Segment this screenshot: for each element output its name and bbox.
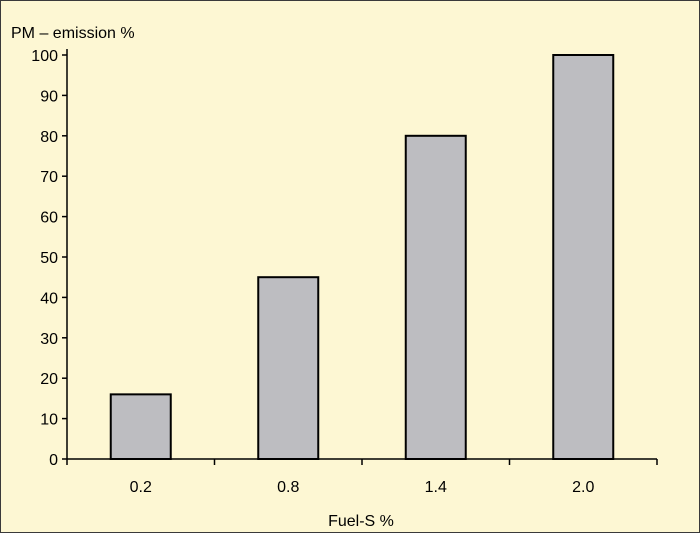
x-tick-label: 0.8 [277, 479, 299, 496]
y-tick-label: 70 [40, 169, 58, 186]
y-tick-label: 50 [40, 250, 58, 267]
y-tick-label: 80 [40, 129, 58, 146]
x-tick-label: 2.0 [572, 479, 594, 496]
y-tick-label: 90 [40, 88, 58, 105]
y-ticks-group: 0 10 20 30 40 50 60 70 80 90 100 [31, 48, 67, 469]
x-tick-label: 0.2 [130, 479, 152, 496]
y-tick-label: 60 [40, 210, 58, 227]
x-tick-label: 1.4 [425, 479, 447, 496]
y-tick-label: 0 [49, 452, 58, 469]
x-axis-label: Fuel-S % [328, 513, 394, 530]
bar-0.8 [257, 276, 320, 461]
y-tick-label: 20 [40, 371, 58, 388]
y-tick-label: 30 [40, 331, 58, 348]
y-tick-label: 100 [31, 48, 58, 65]
bar-1.4 [404, 134, 467, 461]
bar-2.0 [552, 54, 615, 460]
bars-group [109, 54, 615, 461]
y-axis-label: PM – emission % [11, 25, 135, 42]
bar-0.2 [109, 393, 172, 460]
y-tick-label: 40 [40, 290, 58, 307]
y-tick-label: 10 [40, 412, 58, 429]
x-ticks-group: 0.2 0.8 1.4 2.0 [66, 459, 658, 496]
